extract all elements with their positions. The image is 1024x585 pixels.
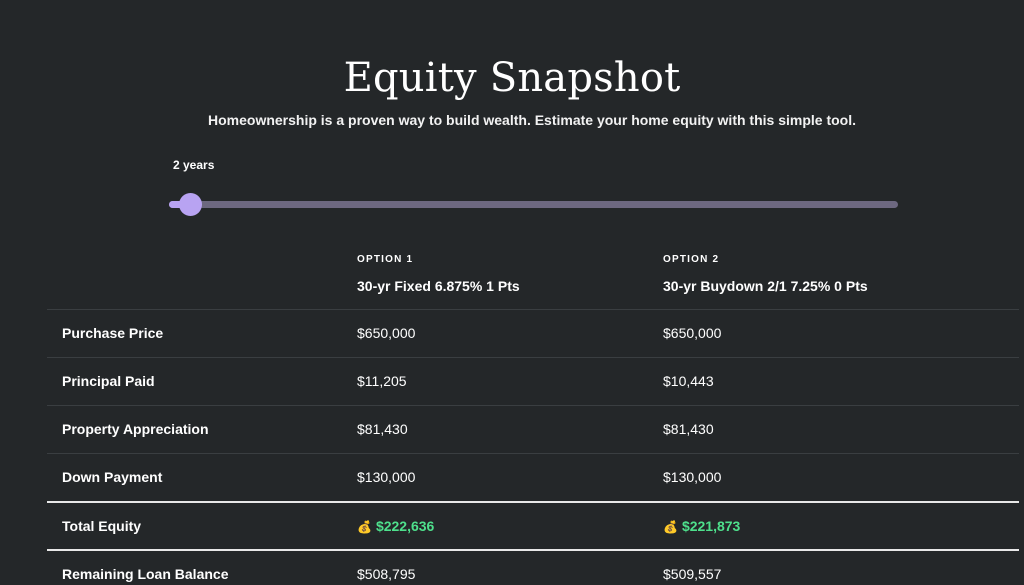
table-row-total-equity: Total Equity 💰 $222,636 💰 $221,873: [47, 501, 1019, 551]
option-2-total: 💰 $221,873: [663, 503, 740, 550]
option-2-heading: OPTION 2: [663, 254, 720, 265]
years-slider-value: 2 years: [173, 158, 215, 172]
equity-table: Purchase Price $650,000 $650,000 Princip…: [47, 309, 1019, 585]
row-label: Total Equity: [62, 518, 142, 534]
money-bag-icon: 💰: [357, 520, 372, 534]
option-1-value: $508,795: [357, 566, 416, 582]
option-2-value: $221,873: [681, 518, 741, 534]
row-label: Down Payment: [62, 469, 163, 485]
option-1-name: 30-yr Fixed 6.875% 1 Pts: [357, 278, 520, 294]
years-slider-thumb[interactable]: [179, 193, 203, 216]
option-2-value: $130,000: [663, 469, 722, 485]
row-label: Principal Paid: [62, 373, 155, 389]
table-row-down-payment: Down Payment $130,000 $130,000: [47, 453, 1019, 501]
row-label: Property Appreciation: [62, 421, 209, 437]
option-2-value: $650,000: [663, 325, 722, 341]
table-row-property-appreciation: Property Appreciation $81,430 $81,430: [47, 405, 1019, 453]
option-1-value: $81,430: [357, 421, 408, 437]
page-subtitle: Homeownership is a proven way to build w…: [208, 112, 856, 128]
option-1-total: 💰 $222,636: [357, 503, 434, 550]
option-2-value: $509,557: [663, 566, 722, 582]
row-label: Remaining Loan Balance: [62, 566, 229, 582]
option-2-name: 30-yr Buydown 2/1 7.25% 0 Pts: [663, 278, 868, 294]
page-title: Equity Snapshot: [343, 55, 681, 101]
option-1-value: $11,205: [357, 373, 407, 389]
table-row-principal-paid: Principal Paid $11,205 $10,443: [47, 357, 1019, 405]
table-row-remaining-loan-balance: Remaining Loan Balance $508,795 $509,557: [47, 551, 1019, 585]
option-2-value: $81,430: [663, 421, 714, 437]
money-bag-icon: 💰: [663, 520, 678, 534]
table-row-purchase-price: Purchase Price $650,000 $650,000: [47, 309, 1019, 357]
option-2-value: $10,443: [663, 373, 714, 389]
row-label: Purchase Price: [62, 325, 164, 341]
option-1-value: $650,000: [357, 325, 416, 341]
option-1-heading: OPTION 1: [357, 254, 414, 265]
years-slider-track[interactable]: [169, 201, 898, 208]
option-1-value: $222,636: [375, 518, 435, 534]
option-1-value: $130,000: [357, 469, 416, 485]
